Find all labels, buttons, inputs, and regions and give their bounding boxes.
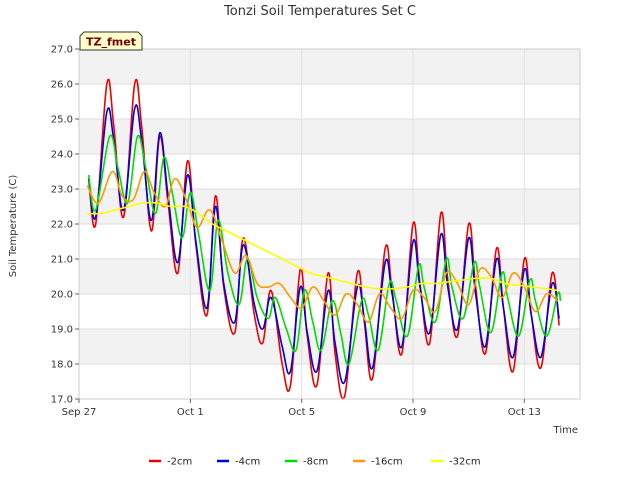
x-tick-label: Oct 1	[177, 407, 204, 418]
y-axis-title: Soil Temperature (C)	[8, 175, 19, 278]
plot-band	[79, 119, 580, 154]
series-line-8cm	[87, 134, 562, 366]
x-tick-label: Oct 5	[288, 407, 315, 418]
legend-item: -32cm	[431, 457, 481, 468]
y-tick-label: 24.0	[51, 150, 73, 161]
x-axis: Sep 27 Oct 1 Oct 5 Oct 9 Oct 13	[62, 399, 541, 418]
y-tick-label: 22.0	[51, 220, 73, 231]
series-line-32cm	[87, 201, 558, 292]
legend-label: -8cm	[303, 457, 328, 468]
legend-label: -32cm	[449, 457, 481, 468]
plot-band	[79, 84, 580, 119]
y-tick-label: 19.0	[51, 325, 73, 336]
y-tick-label: 18.0	[51, 360, 73, 371]
x-tick-label: Oct 13	[508, 407, 541, 418]
y-tick-label: 26.0	[51, 80, 73, 91]
series-line-16cm	[86, 170, 559, 323]
x-tick-label: Oct 9	[400, 407, 427, 418]
y-tick-label: 21.0	[51, 255, 73, 266]
legend-label: -16cm	[371, 457, 403, 468]
x-axis-title: Time	[553, 425, 578, 436]
y-axis: 17.0 18.0 19.0 20.0 21.0 22.0 23.0 24.0 25.0 26.0…	[51, 45, 79, 406]
plot-band	[79, 49, 580, 84]
y-tick-label: 17.0	[51, 395, 73, 406]
legend-item: -16cm	[353, 457, 403, 468]
legend: -2cm -4cm -8cm -16cm -32cm	[149, 457, 481, 468]
plot-band	[79, 329, 580, 364]
legend-label: -2cm	[167, 457, 192, 468]
plot-band	[79, 224, 580, 259]
series-lines	[86, 78, 562, 400]
y-tick-label: 20.0	[51, 290, 73, 301]
y-tick-label: 23.0	[51, 185, 73, 196]
site-badge: TZ_fmet	[79, 31, 143, 51]
series-line-4cm	[87, 104, 560, 385]
plot-background-bands	[79, 49, 580, 399]
chart-title: Tonzi Soil Temperatures Set C	[223, 4, 416, 19]
legend-label: -4cm	[235, 457, 260, 468]
x-tick-label: Sep 27	[62, 407, 97, 418]
plot-band	[79, 154, 580, 189]
site-badge-shape	[79, 31, 143, 51]
legend-item: -4cm	[217, 457, 260, 468]
y-tick-label: 25.0	[51, 115, 73, 126]
legend-item: -8cm	[285, 457, 328, 468]
y-tick-label: 27.0	[51, 45, 73, 56]
legend-item: -2cm	[149, 457, 192, 468]
site-badge-label: TZ_fmet	[86, 36, 136, 49]
plot-band	[79, 364, 580, 399]
